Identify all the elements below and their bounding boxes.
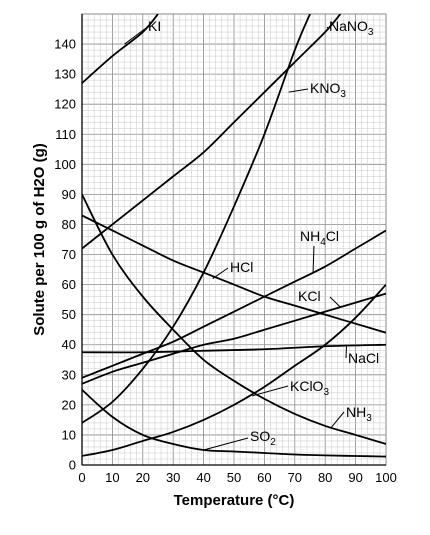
x-tick-label: 10 (105, 470, 119, 485)
x-tick-label: 90 (348, 470, 362, 485)
grid (81, 13, 387, 466)
x-tick-label: 50 (227, 470, 241, 485)
series-line-nh4cl (82, 229, 386, 379)
series-line-ki (82, 14, 159, 84)
x-tick-label: 40 (196, 470, 210, 485)
y-tick-label: 130 (54, 67, 76, 82)
series-line-kclo3 (82, 283, 386, 457)
y-tick-label: 90 (62, 187, 76, 202)
leader-line-hcl (212, 267, 229, 279)
series-label-kcl: KCl (298, 288, 321, 304)
leader-line-kclo3 (252, 385, 289, 397)
x-tick-label: 60 (257, 470, 271, 485)
series-label-kno3: KNO3 (310, 80, 346, 100)
series-label-nacl: NaCl (348, 350, 379, 366)
series-label-nano3: NaNO3 (329, 18, 374, 38)
y-tick-label: 100 (54, 157, 76, 172)
series-line-kcl (82, 292, 386, 385)
x-tick-labels: 0 10 20 30 40 50 60 70 80 90 100 (78, 470, 396, 485)
y-tick-label: 110 (55, 127, 76, 142)
x-tick-label: 70 (288, 470, 302, 485)
series-line-nh3 (82, 193, 386, 445)
x-tick-label: 20 (136, 470, 150, 485)
label-leaders (124, 26, 347, 451)
series-line-hcl (82, 214, 386, 334)
series-line-kno3 (82, 14, 311, 424)
series-line-so2 (82, 389, 386, 458)
y-axis-title: Solute per 100 g of H2O (g) (31, 143, 48, 336)
leader-line-kcl (329, 296, 341, 308)
y-tick-label: 20 (62, 397, 76, 412)
y-tick-label: 50 (62, 307, 76, 322)
series-label-ki: KI (148, 18, 161, 34)
series-label-nh3: NH3 (346, 404, 372, 424)
series-label-kclo3: KClO3 (290, 378, 329, 398)
y-tick-labels: 0 10 20 30 40 50 60 70 80 90 100 110 120 130 140 (54, 37, 76, 473)
x-tick-label: 80 (318, 470, 332, 485)
y-tick-label: 40 (62, 337, 76, 352)
series-line-nano3 (82, 14, 342, 250)
y-tick-label: 80 (62, 217, 76, 232)
series-label-hcl: HCl (230, 259, 253, 275)
x-axis-title: Temperature (°C) (174, 492, 295, 509)
leader-line-ki (124, 27, 147, 45)
series-label-so2: SO2 (250, 428, 276, 448)
series-lines (82, 14, 386, 458)
y-tick-label: 0 (69, 458, 76, 473)
leader-line-nh4cl (312, 245, 315, 273)
y-tick-label: 10 (62, 427, 76, 442)
x-tick-label: 0 (78, 470, 85, 485)
leader-line-nano3 (326, 26, 329, 30)
y-tick-label: 70 (62, 247, 76, 262)
y-tick-label: 120 (54, 97, 76, 112)
leader-line-so2 (203, 437, 249, 451)
series-labels: KI NaNO3 KNO3 NH4Cl HCl KCl NaCl KClO3 NH3 SO2 (148, 18, 379, 448)
y-tick-label: 30 (62, 367, 76, 382)
x-tick-label: 30 (166, 470, 180, 485)
y-tick-label: 60 (62, 277, 76, 292)
leader-line-kno3 (288, 88, 309, 93)
leader-line-nh3 (330, 411, 345, 428)
series-line-nacl (82, 343, 386, 354)
series-label-nh4cl: NH4Cl (300, 228, 339, 248)
x-tick-label: 100 (375, 470, 397, 485)
y-tick-label: 140 (54, 37, 76, 52)
